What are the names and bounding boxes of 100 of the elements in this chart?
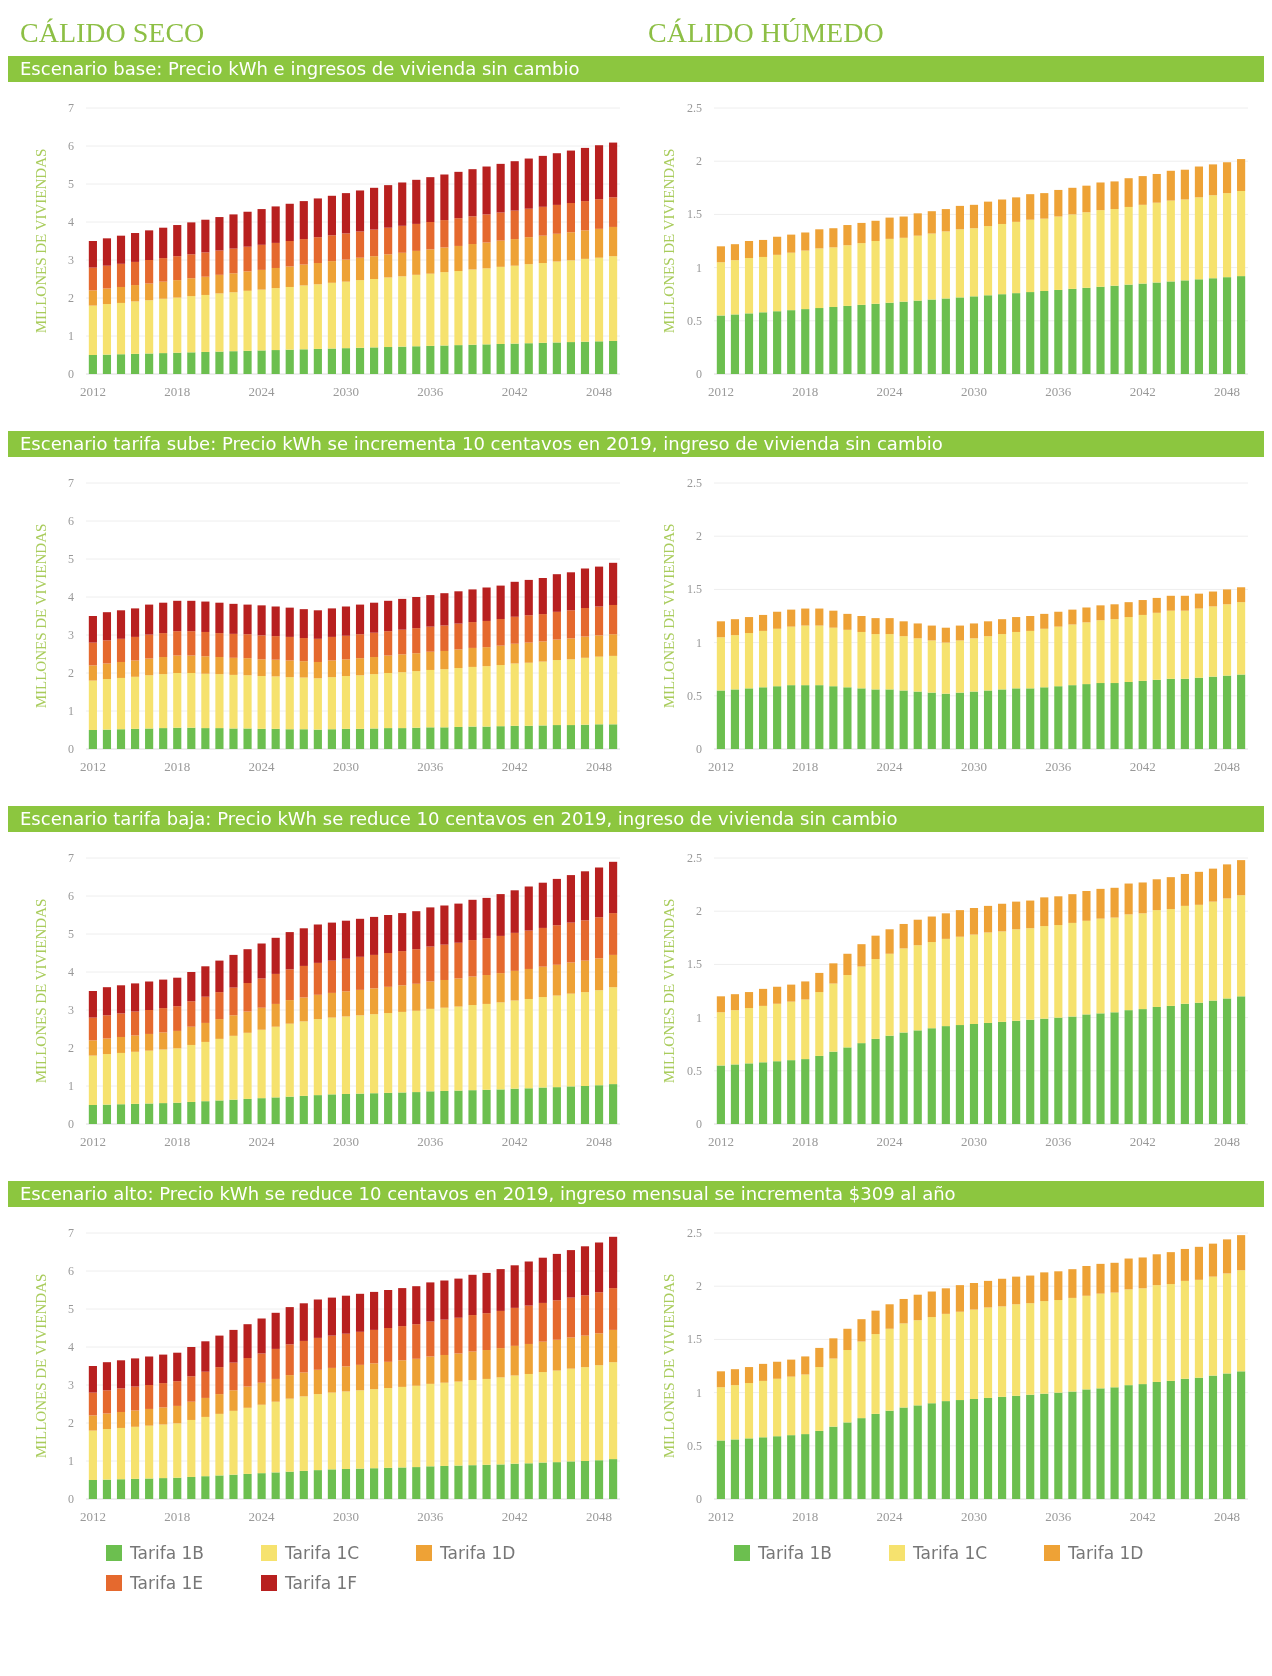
x-tick-label: 2012	[707, 1509, 734, 1524]
bar	[215, 1475, 224, 1499]
bar	[1180, 280, 1189, 374]
bar	[384, 673, 393, 729]
bar	[801, 625, 810, 686]
bar	[566, 1337, 576, 1369]
bar	[482, 726, 491, 749]
bar	[440, 1007, 449, 1091]
bar	[941, 913, 950, 939]
bar	[1110, 181, 1119, 210]
bar	[1068, 1391, 1077, 1499]
bar	[173, 727, 182, 749]
bar	[1012, 901, 1021, 930]
bar	[145, 1033, 154, 1051]
bar	[758, 239, 768, 257]
chart-subtitle: Escenario tarifa baja: Precio kWh se reduce 10 centavos en 2019, ingreso de vivienda sin cambio	[20, 808, 898, 829]
bar	[145, 604, 154, 635]
x-tick-label: 2012	[79, 759, 106, 774]
bar	[1166, 610, 1175, 679]
bar	[1138, 882, 1147, 914]
bar	[773, 311, 782, 374]
bar	[426, 946, 435, 982]
bar	[983, 636, 993, 691]
bar	[257, 1473, 266, 1499]
bar	[1012, 221, 1021, 294]
bar	[130, 233, 140, 262]
bar	[871, 959, 880, 1039]
bar	[730, 1064, 740, 1124]
bar	[243, 1358, 252, 1387]
bar	[88, 267, 97, 291]
bar	[159, 633, 168, 658]
bar	[187, 254, 196, 279]
bar	[243, 604, 252, 635]
bar	[88, 290, 97, 306]
bar	[566, 875, 576, 923]
bar	[857, 631, 866, 689]
bar	[1237, 674, 1246, 749]
bar	[130, 1426, 140, 1479]
bar	[299, 264, 308, 286]
bar	[580, 724, 590, 749]
bar	[941, 1401, 950, 1499]
bar	[510, 239, 519, 266]
bar	[173, 1030, 182, 1049]
bar	[580, 258, 590, 342]
bar	[384, 277, 393, 348]
bar	[412, 911, 421, 950]
bar	[215, 293, 224, 352]
bar	[173, 1423, 182, 1478]
bar	[384, 1467, 393, 1499]
bar	[398, 252, 407, 277]
bar	[370, 674, 379, 729]
bar	[913, 1405, 922, 1499]
bar	[243, 271, 252, 291]
bar	[716, 996, 725, 1013]
bar	[426, 626, 435, 652]
bar	[173, 631, 182, 656]
bar	[187, 1001, 196, 1027]
bar	[426, 1466, 435, 1499]
bar	[426, 345, 435, 374]
bar	[229, 633, 238, 658]
bar	[1194, 1279, 1203, 1378]
bar	[327, 348, 336, 374]
x-tick-label: 2018	[792, 759, 819, 774]
bar	[327, 1094, 336, 1124]
bar	[271, 1097, 280, 1124]
bar	[271, 242, 280, 268]
bar	[510, 725, 519, 749]
bar	[1152, 879, 1161, 911]
bar	[341, 958, 351, 992]
bar	[1194, 904, 1203, 1003]
x-tick-label: 2036	[1045, 1134, 1072, 1149]
bar	[496, 1464, 505, 1499]
bar	[1040, 897, 1049, 927]
bar	[941, 1026, 950, 1124]
bar	[159, 1383, 168, 1408]
bar	[88, 680, 97, 730]
bar	[496, 1348, 505, 1378]
bar	[524, 208, 533, 238]
bar	[843, 1350, 852, 1423]
bar	[201, 996, 210, 1023]
bar	[370, 954, 379, 989]
bar	[815, 1430, 824, 1499]
bar	[384, 600, 393, 632]
bar	[829, 983, 838, 1052]
bar	[1054, 1392, 1063, 1499]
bar	[229, 1035, 238, 1100]
bar	[1152, 282, 1161, 374]
bar	[327, 636, 336, 661]
bar	[313, 348, 322, 374]
bar	[229, 657, 238, 675]
bar	[370, 1389, 379, 1469]
bar	[899, 636, 908, 691]
bar	[327, 1367, 336, 1393]
bar	[566, 725, 576, 749]
bar	[454, 668, 463, 727]
bar	[243, 1407, 252, 1474]
bar	[1166, 1005, 1175, 1124]
bar	[454, 245, 463, 272]
bar	[899, 237, 908, 302]
bar	[758, 1437, 768, 1499]
